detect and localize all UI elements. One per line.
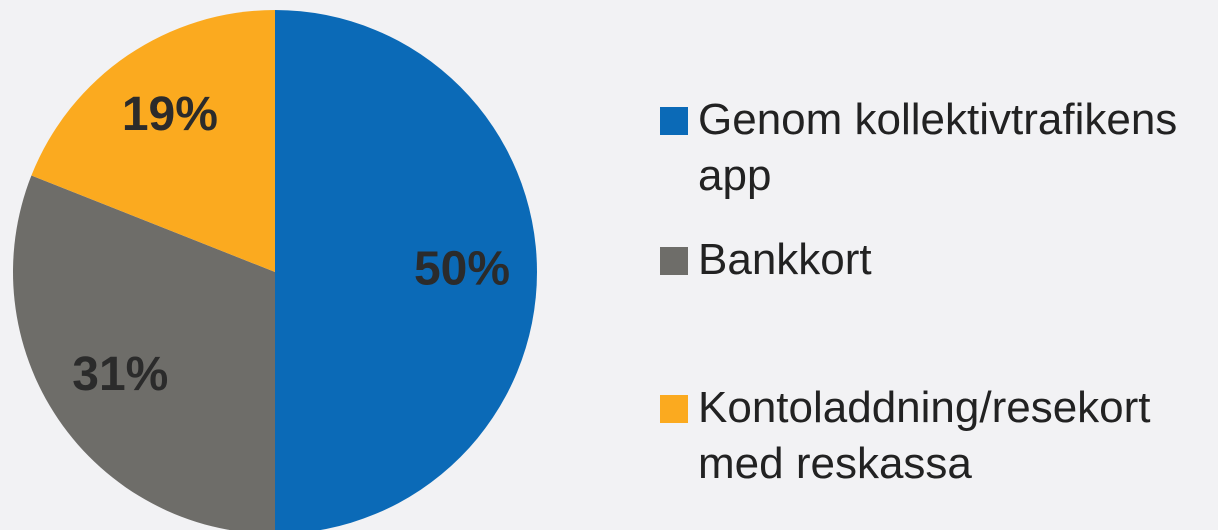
data-label: 31%	[72, 348, 168, 401]
legend-swatch	[660, 247, 688, 275]
legend-swatch	[660, 395, 688, 423]
data-label: 50%	[414, 243, 510, 296]
data-label: 19%	[122, 88, 218, 141]
legend-item: Bankkort	[660, 232, 1218, 288]
legend-label: Bankkort	[698, 235, 872, 284]
legend-item: Genom kollektivtrafikens app	[660, 92, 1218, 204]
legend-item: Kontoladdning/resekort med reskassa	[660, 380, 1218, 492]
legend-label: Kontoladdning/resekort med reskassa	[698, 383, 1151, 488]
pie-slice	[275, 10, 537, 530]
legend-label: Genom kollektivtrafikens app	[698, 95, 1178, 200]
legend-swatch	[660, 107, 688, 135]
pie-slice	[31, 10, 276, 272]
pie-slice	[13, 175, 275, 530]
